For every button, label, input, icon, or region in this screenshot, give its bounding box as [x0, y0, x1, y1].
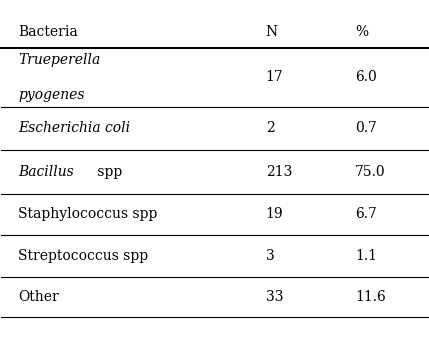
Text: Escherichia coli: Escherichia coli — [18, 121, 130, 135]
Text: %: % — [355, 25, 368, 39]
Text: N: N — [266, 25, 278, 39]
Text: Streptococcus spp: Streptococcus spp — [18, 249, 148, 263]
Text: Trueperella: Trueperella — [18, 53, 101, 67]
Text: Other: Other — [18, 290, 59, 304]
Text: 213: 213 — [266, 165, 292, 179]
Text: Staphylococcus spp: Staphylococcus spp — [18, 208, 158, 221]
Text: 6.0: 6.0 — [355, 70, 377, 85]
Text: 2: 2 — [266, 121, 275, 135]
Text: 0.7: 0.7 — [355, 121, 377, 135]
Text: 75.0: 75.0 — [355, 165, 386, 179]
Text: 3: 3 — [266, 249, 275, 263]
Text: 6.7: 6.7 — [355, 208, 377, 221]
Text: Bacteria: Bacteria — [18, 25, 78, 39]
Text: pyogenes: pyogenes — [18, 88, 85, 102]
Text: 17: 17 — [266, 70, 284, 85]
Text: spp: spp — [93, 165, 122, 179]
Text: 33: 33 — [266, 290, 283, 304]
Text: 1.1: 1.1 — [355, 249, 377, 263]
Text: 11.6: 11.6 — [355, 290, 386, 304]
Text: 19: 19 — [266, 208, 283, 221]
Text: Bacillus: Bacillus — [18, 165, 74, 179]
